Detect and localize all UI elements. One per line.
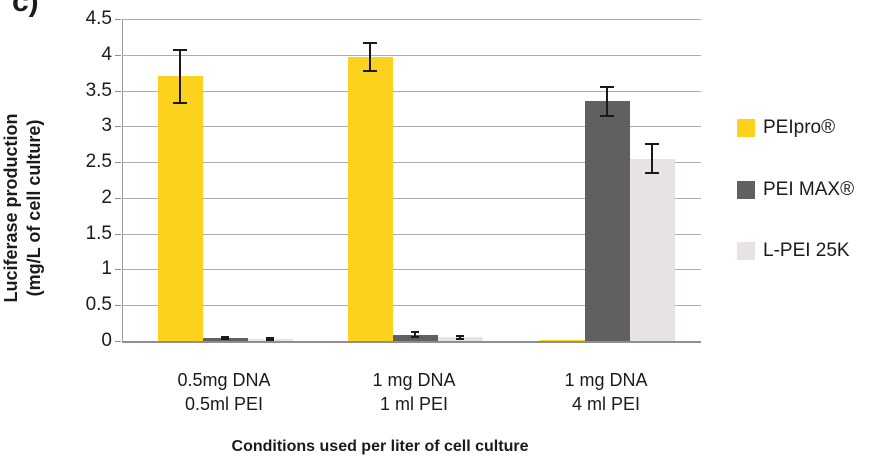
bar-peimax-group2 xyxy=(392,334,438,341)
gridline xyxy=(123,90,701,92)
x-category-line2: 4 ml PEI xyxy=(571,394,641,414)
error-bar-whisker xyxy=(224,337,226,340)
legend-swatch xyxy=(737,119,755,137)
y-tick-label: 2.5 xyxy=(85,151,112,173)
error-bar-cap xyxy=(456,338,464,341)
error-bar-cap xyxy=(221,338,229,341)
error-bar-cap xyxy=(456,334,464,337)
error-bar-cap xyxy=(600,114,614,117)
x-category-line1: 1 mg DNA xyxy=(564,370,648,390)
legend-entry: PEIpro® xyxy=(737,117,835,139)
error-bar-cap xyxy=(645,143,659,146)
y-tick-mark xyxy=(115,54,121,56)
y-tick-mark xyxy=(115,341,121,342)
plot-area xyxy=(122,19,701,343)
error-bar-whisker xyxy=(606,87,608,116)
x-category-label: 1 mg DNA 4 ml PEI xyxy=(526,368,686,416)
bar-peipro-group2 xyxy=(347,56,393,341)
error-bar-whisker xyxy=(414,332,416,337)
y-tick-mark xyxy=(115,162,121,164)
x-category-label: 1 mg DNA 1 ml PEI xyxy=(334,368,494,416)
error-bar-cap xyxy=(363,42,377,45)
y-tick-mark xyxy=(115,90,121,92)
gridline xyxy=(123,126,701,128)
y-tick-label: 3 xyxy=(101,115,112,137)
bar-peimax-group3 xyxy=(584,101,630,341)
y-tick-label: 4 xyxy=(101,43,112,65)
y-tick-label: 4.5 xyxy=(85,8,112,29)
y-tick-label: 2 xyxy=(101,186,112,208)
y-tick-mark xyxy=(115,233,121,235)
y-axis-title-line1: Luciferase production xyxy=(1,113,21,303)
legend-swatch xyxy=(737,180,755,199)
y-axis-title: Luciferase production (mg/L of cell cult… xyxy=(0,88,64,328)
error-bar-cap xyxy=(600,85,614,88)
error-bar-cap xyxy=(411,335,419,338)
y-tick-label: 0.5 xyxy=(85,294,112,316)
error-bar-whisker xyxy=(179,49,181,103)
error-bar-cap xyxy=(411,331,419,334)
figure-label: c) xyxy=(12,0,39,18)
x-category-line1: 0.5mg DNA xyxy=(177,370,271,390)
error-bar-cap xyxy=(266,337,274,340)
bar-peipro-group3 xyxy=(539,339,585,341)
legend-label: PEI MAX® xyxy=(763,178,855,200)
bar-peipro-group1 xyxy=(157,76,203,341)
legend-swatch xyxy=(737,242,755,260)
y-tick-mark xyxy=(115,19,121,20)
y-tick-label: 1.5 xyxy=(85,222,112,244)
y-axis-title-line2: (mg/L of cell culture) xyxy=(23,119,44,297)
error-bar-cap xyxy=(173,101,187,104)
y-tick-mark xyxy=(115,197,121,199)
x-axis-title: Conditions used per liter of cell cultur… xyxy=(231,438,529,455)
y-tick-mark xyxy=(115,305,121,307)
y-tick-label: 0 xyxy=(101,330,112,351)
error-bar-cap xyxy=(173,48,187,51)
y-tick-label: 1 xyxy=(101,258,112,280)
gridline xyxy=(123,197,701,199)
y-tick-mark xyxy=(115,126,121,128)
legend-entry: PEI MAX® xyxy=(737,179,854,201)
legend-label: L-PEI 25K xyxy=(763,240,850,261)
bar-lpei25k-group3 xyxy=(629,158,675,341)
legend-label: PEIpro® xyxy=(763,117,836,138)
legend-entry: L-PEI 25K xyxy=(737,240,850,262)
error-bar-cap xyxy=(221,336,229,339)
x-category-line2: 0.5ml PEI xyxy=(184,394,264,414)
x-category-line1: 1 mg DNA xyxy=(372,370,456,390)
error-bar-whisker xyxy=(459,335,461,340)
error-bar-cap xyxy=(266,339,274,342)
gridline xyxy=(123,233,701,235)
gridline xyxy=(123,269,701,271)
y-tick-label: 3.5 xyxy=(85,79,112,101)
error-bar-cap xyxy=(645,171,659,174)
gridline xyxy=(123,54,701,56)
error-bar-whisker xyxy=(651,144,653,173)
error-bar-whisker xyxy=(369,43,371,71)
x-category-line2: 1 ml PEI xyxy=(379,394,449,414)
error-bar-cap xyxy=(363,69,377,72)
gridline xyxy=(123,19,701,20)
x-category-label: 0.5mg DNA 0.5ml PEI xyxy=(144,368,304,416)
y-tick-mark xyxy=(115,269,121,271)
gridline xyxy=(123,305,701,307)
gridline xyxy=(123,162,701,164)
